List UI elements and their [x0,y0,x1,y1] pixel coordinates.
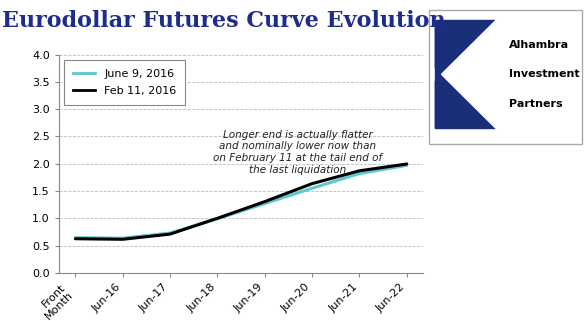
Text: Eurodollar Futures Curve Evolution: Eurodollar Futures Curve Evolution [2,10,445,32]
Polygon shape [435,81,500,128]
Text: Investment: Investment [509,69,579,79]
Text: Longer end is actually flatter
and nominally lower now than
on February 11 at th: Longer end is actually flatter and nomin… [213,130,382,175]
Legend: June 9, 2016, Feb 11, 2016: June 9, 2016, Feb 11, 2016 [64,60,185,105]
Text: Alhambra: Alhambra [509,40,569,50]
Polygon shape [435,21,500,68]
Polygon shape [442,14,503,135]
Text: Partners: Partners [509,99,562,109]
FancyBboxPatch shape [435,21,500,128]
Polygon shape [435,21,500,128]
FancyBboxPatch shape [429,10,582,144]
